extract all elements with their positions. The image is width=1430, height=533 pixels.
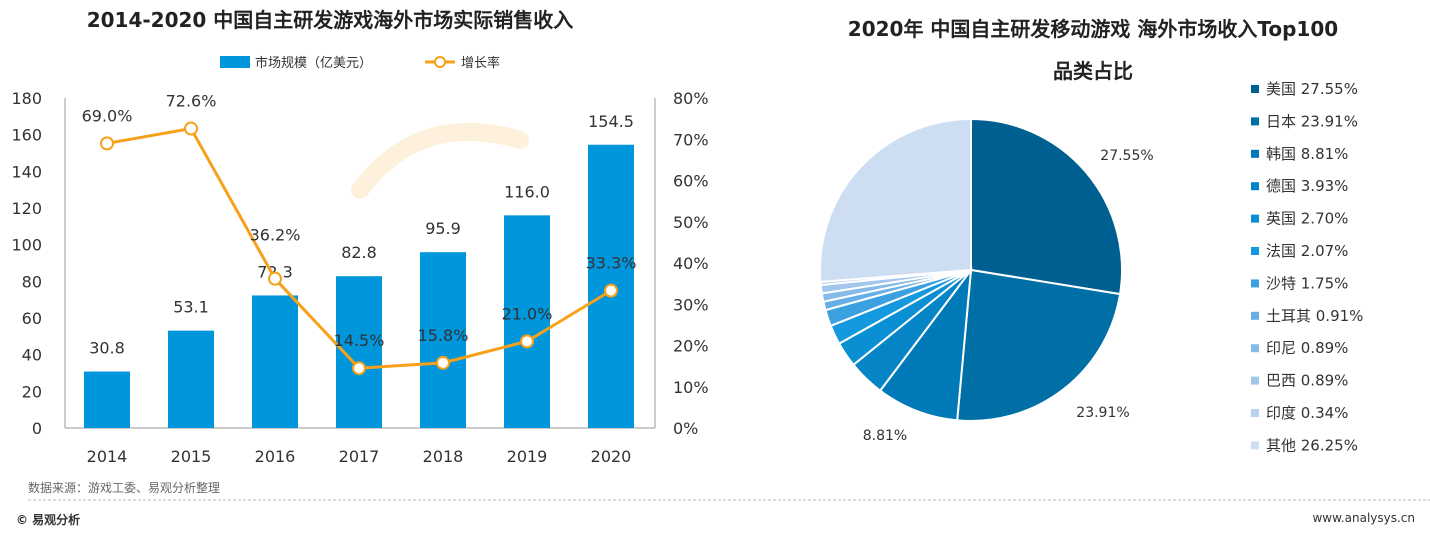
pie-legend-label: 巴西 0.89% <box>1266 372 1348 390</box>
y2-tick-label: 0% <box>673 419 698 438</box>
bar-data-label: 30.8 <box>89 339 125 358</box>
x-tick-label: 2018 <box>423 447 464 466</box>
y2-tick-label: 10% <box>673 378 709 397</box>
pie-legend-swatch <box>1251 182 1259 191</box>
bar <box>504 215 550 428</box>
y-tick-label: 140 <box>11 162 42 181</box>
pie-legend-swatch <box>1251 117 1259 126</box>
y2-tick-label: 60% <box>673 172 709 191</box>
growth-point <box>604 283 618 298</box>
bar-data-label: 116.0 <box>504 182 550 201</box>
y2-tick-label: 30% <box>673 295 709 314</box>
legend-line-label: 增长率 <box>461 55 500 71</box>
growth-point <box>520 334 534 349</box>
y-tick-label: 160 <box>11 126 42 145</box>
x-tick-label: 2020 <box>591 447 632 466</box>
bar-data-label: 95.9 <box>425 219 461 238</box>
copyright: © 易观分析 <box>16 512 80 527</box>
pie-legend-label: 法国 2.07% <box>1266 242 1348 260</box>
growth-point <box>352 361 366 376</box>
y-tick-label: 100 <box>11 236 42 255</box>
growth-data-label: 14.5% <box>334 331 385 350</box>
pie-legend-swatch <box>1251 311 1259 320</box>
pie-slice <box>878 266 973 422</box>
x-tick-label: 2016 <box>255 447 296 466</box>
pie-legend-swatch <box>1251 376 1259 385</box>
growth-data-label: 33.3% <box>586 254 637 273</box>
bar <box>84 371 130 428</box>
bar-data-label: 82.8 <box>341 243 377 262</box>
pie-legend-swatch <box>1251 214 1259 223</box>
y2-tick-label: 40% <box>673 254 709 273</box>
pie-legend-label: 印尼 0.89% <box>1266 339 1348 357</box>
pie-legend-label: 其他 26.25% <box>1266 436 1358 454</box>
y-tick-label: 40 <box>22 346 42 365</box>
bar <box>420 252 466 428</box>
growth-data-label: 21.0% <box>502 304 553 323</box>
bar-data-label: 154.5 <box>588 112 634 131</box>
pie-legend-swatch <box>1251 279 1259 288</box>
legend-bar-label: 市场规模（亿美元） <box>255 55 372 71</box>
growth-point <box>436 355 450 370</box>
growth-data-label: 69.0% <box>82 106 133 125</box>
pie-legend-swatch <box>1251 409 1259 417</box>
pie-legend-swatch <box>1251 344 1259 353</box>
y-tick-label: 60 <box>22 309 42 328</box>
growth-point <box>268 271 282 286</box>
pie-legend-label: 土耳其 0.91% <box>1266 307 1363 325</box>
pie-legend-swatch <box>1251 247 1259 255</box>
y-tick-label: 180 <box>11 89 42 108</box>
pie-legend-swatch <box>1251 149 1259 158</box>
bar-chart-title: 2014-2020 中国自主研发游戏海外市场实际销售收入 <box>87 8 574 32</box>
pie-slice <box>819 117 972 283</box>
pie-slice <box>956 268 1122 422</box>
pie-legend-swatch <box>1251 441 1259 450</box>
bar-data-label: 53.1 <box>173 298 209 317</box>
pie-legend-label: 韩国 8.81% <box>1266 145 1348 163</box>
pie-slice <box>970 117 1123 296</box>
bar <box>252 295 298 428</box>
pie-legend-label: 英国 2.70% <box>1266 210 1348 228</box>
website: www.analysys.cn <box>1312 511 1415 525</box>
pie-data-label: 23.91% <box>1076 405 1129 421</box>
source-note: 数据来源：游戏工委、易观分析整理 <box>28 480 220 495</box>
pie-legend-label: 美国 27.55% <box>1266 80 1358 98</box>
x-tick-label: 2019 <box>507 447 548 466</box>
y2-tick-label: 70% <box>673 130 709 149</box>
growth-point <box>184 121 198 136</box>
y2-tick-label: 80% <box>673 89 709 108</box>
pie-data-label: 27.55% <box>1100 148 1153 164</box>
pie-legend-label: 日本 23.91% <box>1266 112 1358 130</box>
y-tick-label: 80 <box>22 272 42 291</box>
growth-data-label: 15.8% <box>418 326 469 345</box>
pie-chart-title: 2020年 中国自主研发移动游戏 海外市场收入Top100 <box>848 17 1338 41</box>
pie-legend-label: 印度 0.34% <box>1266 404 1348 422</box>
growth-data-label: 72.6% <box>166 92 217 111</box>
legend-line-marker <box>434 56 446 68</box>
y2-tick-label: 20% <box>673 337 709 356</box>
pie-data-label: 8.81% <box>863 428 907 444</box>
growth-data-label: 36.2% <box>250 226 301 245</box>
y2-tick-label: 50% <box>673 213 709 232</box>
pie-legend-label: 沙特 1.75% <box>1266 274 1348 292</box>
growth-point <box>100 136 114 151</box>
x-tick-label: 2015 <box>171 447 212 466</box>
y-tick-label: 0 <box>32 419 42 438</box>
y-tick-label: 20 <box>22 382 42 401</box>
bar <box>168 330 214 428</box>
pie-legend-swatch <box>1251 85 1259 93</box>
x-tick-label: 2017 <box>339 447 380 466</box>
pie-legend-label: 德国 3.93% <box>1266 177 1348 195</box>
pie-chart-subtitle: 品类占比 <box>1053 59 1133 83</box>
watermark-logo <box>351 122 529 199</box>
x-tick-label: 2014 <box>87 447 128 466</box>
y-tick-label: 120 <box>11 199 42 218</box>
legend-bar-swatch <box>220 56 250 68</box>
